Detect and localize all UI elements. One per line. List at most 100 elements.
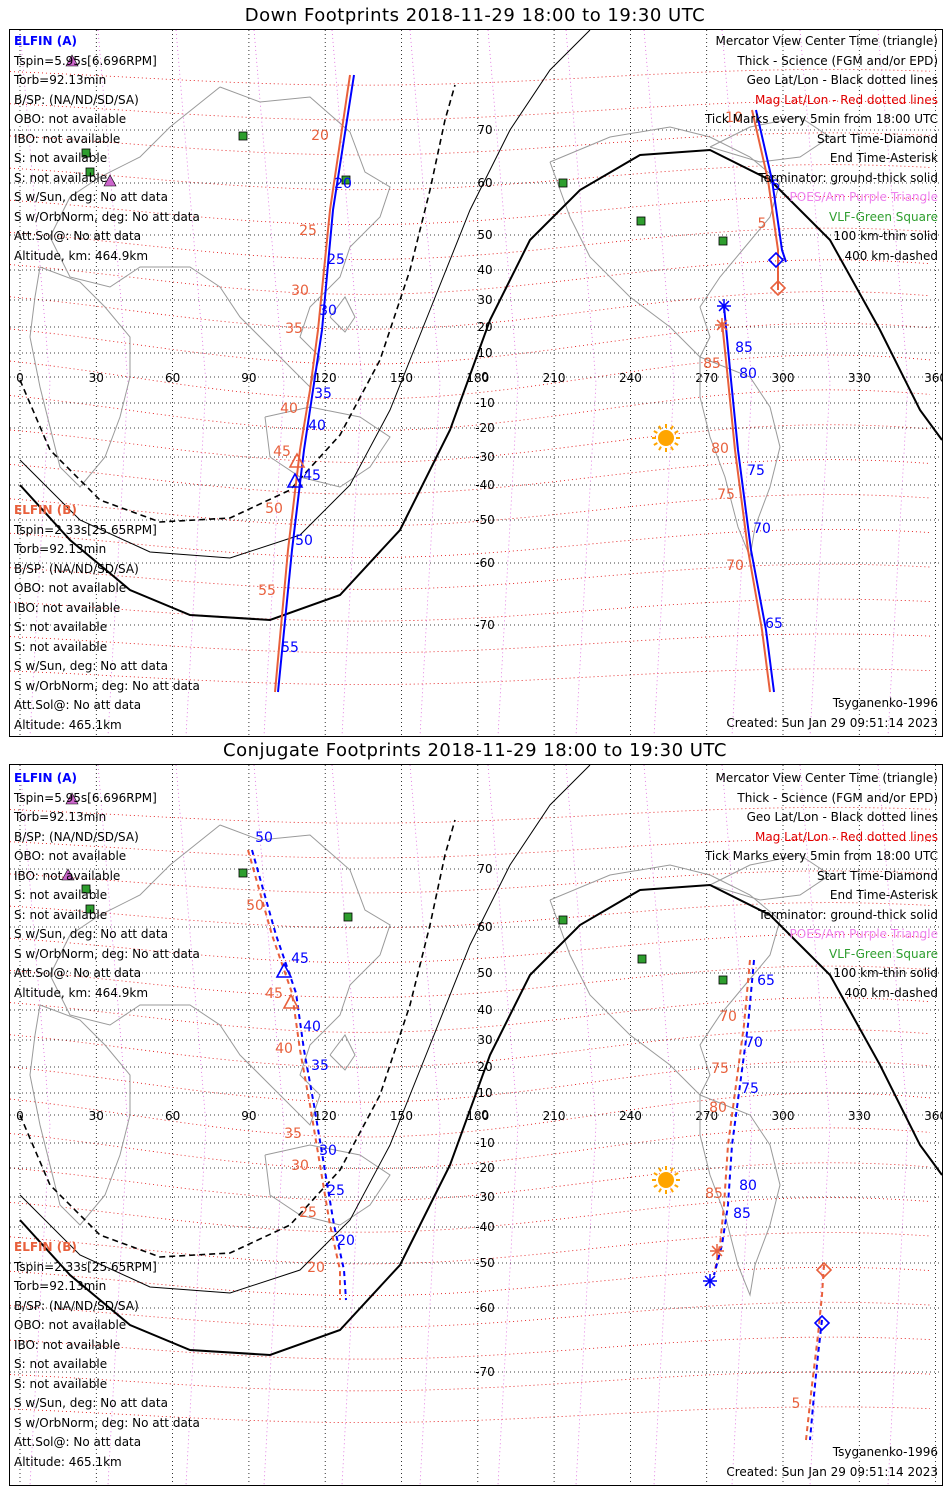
info-line: Att.Sol@: No att data <box>14 1435 142 1449</box>
track-time-label: 75 <box>741 1081 759 1097</box>
vlf-station-square <box>81 884 91 894</box>
lon-tick-label: 360 <box>924 1109 942 1123</box>
info-line: S w/OrbNorm, deg: No att data <box>14 209 200 224</box>
coastline <box>264 406 391 488</box>
legend-item: Start Time-Diamond <box>816 868 938 883</box>
sun-ray <box>670 446 674 451</box>
legend-item: POES/Am Purple Triangle <box>789 190 938 204</box>
mag-lon-line <box>253 765 285 1485</box>
mag-lon-line <box>19 765 51 1485</box>
track-time-label: 50 <box>255 830 273 846</box>
legend-item: Mercator View Center Time (triangle) <box>715 34 938 48</box>
sun-ray <box>653 1172 658 1176</box>
track-time-label: 75 <box>711 1061 729 1077</box>
sun-ray <box>670 1167 674 1172</box>
top-title: Down Footprints 2018-11-29 18:00 to 19:3… <box>244 5 706 26</box>
coastline <box>699 356 781 559</box>
info-line: IBO: not available <box>14 868 121 883</box>
sun-ray <box>674 1172 679 1176</box>
mag-lon-line <box>409 30 441 736</box>
sun-ray <box>653 442 658 446</box>
lon-tick-label: 270 <box>695 371 718 385</box>
track-time-label: 25 <box>299 223 317 239</box>
track-time-label: 50 <box>246 898 264 914</box>
track-time-label: 25 <box>299 1205 317 1221</box>
mag-lon-line <box>409 765 441 1485</box>
track-time-label: 20 <box>337 1233 355 1249</box>
lat-tick-label: 50 <box>477 966 492 980</box>
legend-item: Thick - Science (FGM and/or EPD) <box>737 53 938 68</box>
track-time-label: 80 <box>739 1178 757 1194</box>
start-time-diamond <box>767 251 785 269</box>
terminator-curve <box>19 883 942 1357</box>
mag-lon-line <box>799 765 831 1485</box>
info-line: S w/OrbNorm, deg: No att data <box>14 946 200 961</box>
info-line: IBO: not available <box>14 600 121 615</box>
track-time-label: 20 <box>334 176 352 192</box>
track-time-label: 65 <box>757 973 775 989</box>
sun-ray <box>658 1188 662 1193</box>
coastline <box>329 296 356 333</box>
vlf-station-square <box>343 912 353 922</box>
lat-tick-label: 0 <box>481 370 489 384</box>
lon-tick-label: 210 <box>543 371 566 385</box>
coastline <box>549 864 781 1096</box>
terminator-100km-curve <box>19 765 591 1294</box>
track-time-label: 30 <box>319 1143 337 1159</box>
end-time-asterisk <box>704 1275 716 1287</box>
track-time-label: 85 <box>705 1186 723 1202</box>
track-time-label: 20 <box>307 1260 325 1276</box>
mag-lat-line <box>10 100 931 121</box>
track-time-label: 5 <box>772 178 781 194</box>
lon-tick-label: 120 <box>314 1109 337 1123</box>
track-time-label: 30 <box>291 1158 309 1174</box>
info-line: B/SP: (NA/ND/SD/SA) <box>14 1298 139 1313</box>
lon-tick-label: 240 <box>619 1109 642 1123</box>
mag-lon-line <box>253 30 285 736</box>
track-time-label: 20 <box>311 128 329 144</box>
terminator-curve <box>19 148 942 622</box>
legend-item: Tick Marks every 5min from 18:00 UTC <box>704 112 938 126</box>
mag-lat-line <box>10 902 931 929</box>
track-time-label: 35 <box>284 1126 302 1142</box>
view-center-triangle <box>275 962 293 978</box>
legend-item: Mag Lat/Lon - Red dotted lines <box>754 829 938 844</box>
mag-lon-line <box>565 765 597 1485</box>
info-line: Tspin=2.33s[25.65RPM] <box>14 1259 157 1274</box>
coastline <box>329 1034 356 1071</box>
track-time-label: 35 <box>311 1058 329 1074</box>
coastline <box>549 126 781 358</box>
lon-tick-label: 120 <box>314 371 337 385</box>
elfin-b-name: ELFIN (B) <box>14 503 77 517</box>
sun-ray <box>670 425 674 430</box>
elfin-a-track-east <box>755 109 787 263</box>
legend-item: Thick - Science (FGM and/or EPD) <box>737 790 938 805</box>
track-time-label: 70 <box>719 1009 737 1025</box>
terminator-400km-curve <box>19 819 456 1258</box>
info-line: OBO: not available <box>14 581 127 595</box>
info-line: S w/OrbNorm, deg: No att data <box>14 1415 200 1430</box>
track-time-label: 75 <box>717 487 735 503</box>
info-line: Att.Sol@: No att data <box>14 229 142 243</box>
track-time-label: 45 <box>291 951 309 967</box>
info-line: S w/Sun, deg: No att data <box>14 927 168 941</box>
legend-item: VLF-Green Square <box>829 209 938 224</box>
info-line: IBO: not available <box>14 1337 121 1352</box>
legend-item: POES/Am Purple Triangle <box>789 927 938 941</box>
down-footprints-panel: 0306090120150180210240270300330360706050… <box>9 29 943 737</box>
terminator-100km-curve <box>19 30 591 559</box>
mag-lat-line <box>10 389 931 432</box>
sun-ray <box>670 1188 674 1193</box>
lat-tick-label: -70 <box>475 1365 495 1379</box>
elfin-a-info: ELFIN (A) Tspin=5.95s[6.696RPM] Torb=92.… <box>14 769 200 1003</box>
track-time-label: 35 <box>285 321 303 337</box>
coastline <box>264 1144 391 1226</box>
lat-tick-label: 50 <box>477 228 492 242</box>
lat-tick-label: 10 <box>477 1086 492 1100</box>
elfin-a-track-east-south <box>723 305 775 693</box>
track-time-label: 75 <box>747 463 765 479</box>
info-line: S: not available <box>14 1357 108 1371</box>
vlf-station-square <box>238 868 248 878</box>
mag-lat-line <box>10 933 931 964</box>
lat-tick-label: -40 <box>475 478 495 492</box>
